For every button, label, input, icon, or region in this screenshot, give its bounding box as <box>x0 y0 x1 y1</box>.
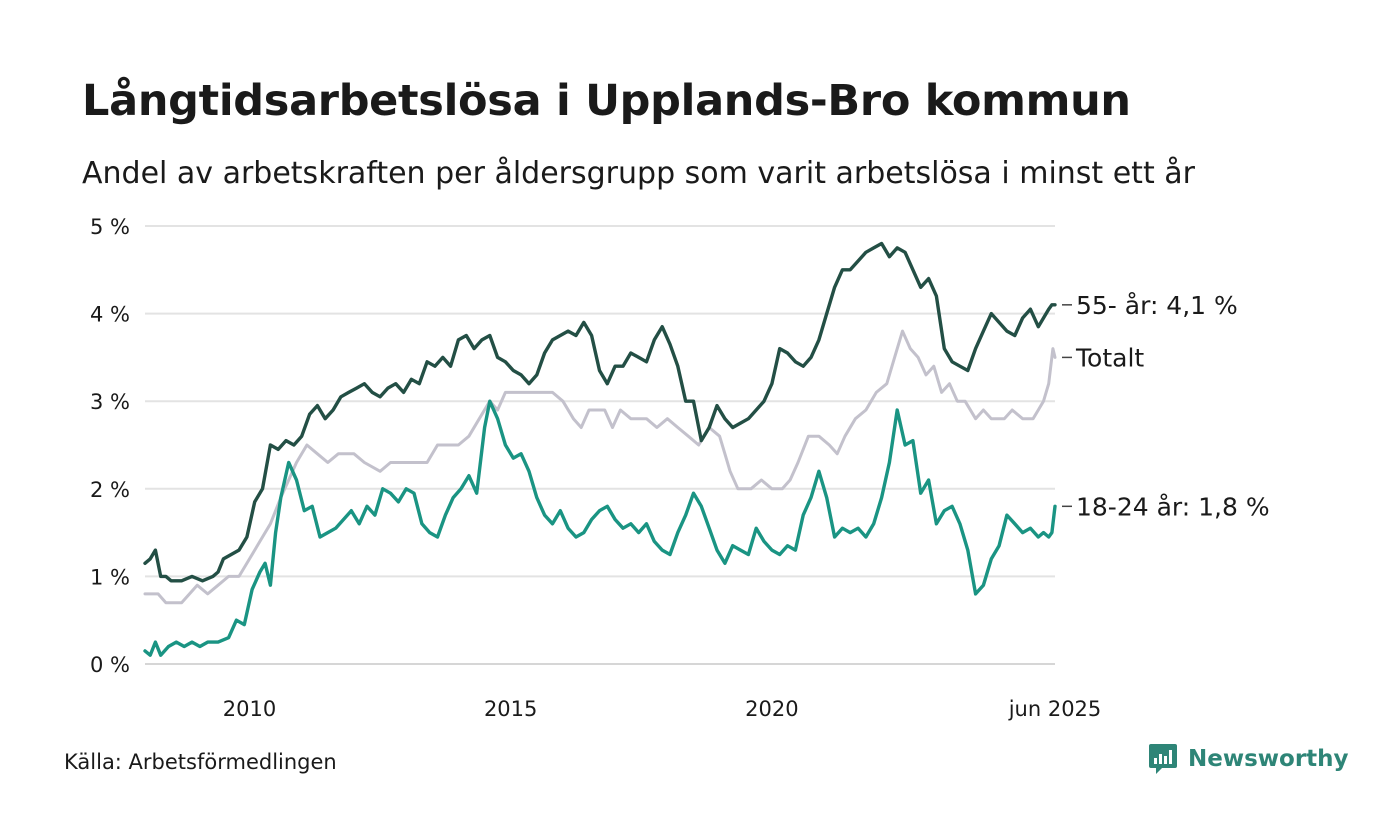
chart-title: Långtidsarbetslösa i Upplands-Bro kommun <box>82 76 1131 126</box>
y-tick-label: 5 % <box>90 215 130 239</box>
end-label-total: Totalt <box>1075 343 1144 372</box>
end-label-young: 18-24 år: 1,8 % <box>1076 492 1270 521</box>
newsworthy-logo: Newsworthy <box>1148 742 1349 776</box>
end-labels: Totalt 55- år: 4,1 % 18-24 år: 1,8 % <box>1062 291 1270 521</box>
y-tick-label: 4 % <box>90 303 130 327</box>
x-tick-label: 2010 <box>223 697 276 721</box>
y-tick-label: 0 % <box>90 653 130 677</box>
y-tick-label: 1 % <box>90 565 130 589</box>
brand-name: Newsworthy <box>1188 746 1349 772</box>
series-lines <box>143 241 1057 657</box>
x-axis-ticks: 2010 2015 2020 jun 2025 <box>223 697 1102 721</box>
series-line-young <box>143 399 1057 657</box>
end-label-s55: 55- år: 4,1 % <box>1076 291 1238 320</box>
y-tick-label: 2 % <box>90 478 130 502</box>
series-line-total <box>143 329 1057 605</box>
line-chart: 0 %1 %2 %3 %4 %5 % 2010 2015 2020 jun 2025 … <box>90 215 1270 721</box>
x-tick-label: 2015 <box>484 697 537 721</box>
x-tick-label: 2020 <box>745 697 798 721</box>
gridlines <box>145 225 1055 665</box>
series-line-s55 <box>143 241 1057 583</box>
newsworthy-logo-icon <box>1149 744 1177 774</box>
chart-subtitle: Andel av arbetskraften per åldersgrupp s… <box>82 156 1195 191</box>
source-note: Källa: Arbetsförmedlingen <box>64 750 337 774</box>
y-axis-ticks: 0 % 1 % 2 % 3 % 4 % 5 % <box>90 215 130 677</box>
y-tick-label: 3 % <box>90 390 130 414</box>
x-tick-label: jun 2025 <box>1008 697 1102 721</box>
